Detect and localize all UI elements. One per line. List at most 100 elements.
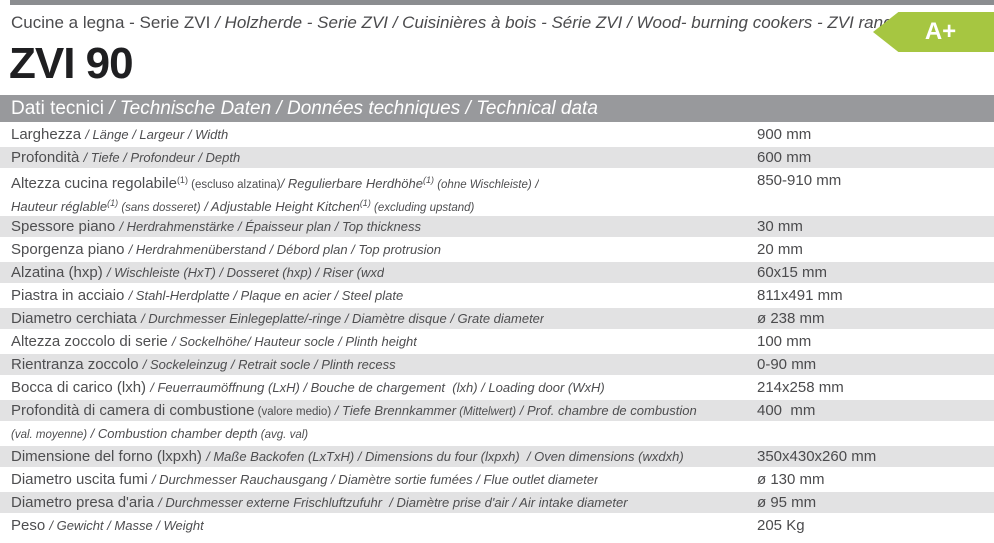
table-row: Profondità di camera di combustione (val…: [0, 400, 994, 421]
row-value: ø 95 mm: [757, 494, 817, 511]
table-row: Piastra in acciaio / Stahl-Herdplatte / …: [0, 285, 994, 306]
row-label-segment: / Adjustable Height Kitchen: [200, 199, 360, 214]
row-value: 350x430x260 mm: [757, 448, 877, 465]
table-row: Altezza zoccolo di serie / Sockelhöhe/ H…: [0, 331, 994, 352]
row-label-segment: (1): [107, 198, 119, 208]
row-label: Rientranza zoccolo / Sockeleinzug / Retr…: [11, 354, 396, 375]
row-label-segment: / Maße Backofen (LxTxH) / Dimensions du …: [206, 449, 684, 464]
table-row: Diametro cerchiata / Durchmesser Einlege…: [0, 308, 994, 329]
table-row: (val. moyenne) / Combustion chamber dept…: [0, 423, 994, 444]
row-label-segment: Profondità: [11, 149, 84, 166]
table-row: Sporgenza piano / Herdrahmenüberstand / …: [0, 239, 994, 260]
row-label-segment: / Prof. chambre de combustion: [516, 403, 697, 418]
row-value: 0-90 mm: [757, 356, 817, 373]
spec-table-body: Larghezza / Länge / Largeur / Width 900 m…: [0, 124, 994, 538]
row-value: 400 mm: [757, 402, 816, 419]
table-row: Bocca di carico (lxh) / Feuerraumöffnung…: [0, 377, 994, 398]
row-label-segment: Alzatina (hxp): [11, 264, 107, 281]
row-label: Profondità di camera di combustione (val…: [11, 400, 697, 423]
row-label-segment: Piastra in acciaio: [11, 287, 129, 304]
row-value: ø 130 mm: [757, 471, 825, 488]
row-value: 205 Kg: [757, 517, 805, 534]
table-row: Spessore piano / Herdrahmenstärke / Épai…: [0, 216, 994, 237]
row-label-segment: Spessore piano: [11, 218, 120, 235]
table-row: Alzatina (hxp) / Wischleiste (HxT) / Dos…: [0, 262, 994, 283]
row-label-segment: / Combustion chamber depth: [87, 426, 258, 441]
row-label: Altezza cucina regolabile(1) (escluso al…: [11, 170, 539, 196]
row-label-segment: / Gewicht / Masse / Weight: [49, 518, 204, 533]
row-label-segment: (escluso alzatina): [187, 179, 281, 191]
row-label-segment: Sporgenza piano: [11, 241, 129, 258]
row-label-segment: Dimensione del forno (lxpxh): [11, 448, 207, 465]
table-row: Peso / Gewicht / Masse / Weight 205 Kg: [0, 515, 994, 536]
series-line-primary: Cucine a legna - Serie ZVI: [11, 13, 216, 32]
row-label-segment: /: [531, 176, 539, 191]
row-label-segment: (val. moyenne): [11, 429, 88, 441]
row-label-segment: / Durchmesser Einlegeplatte/-ringe / Dia…: [141, 311, 545, 326]
table-row: Dimensione del forno (lxpxh) / Maße Back…: [0, 446, 994, 467]
row-label: Profondità / Tiefe / Profondeur / Depth: [11, 147, 240, 168]
row-label-segment: Diametro presa d'aria: [11, 494, 159, 511]
row-label-segment: / Durchmesser externe Frischluftzufuhr /…: [158, 495, 628, 510]
row-label: Diametro presa d'aria / Durchmesser exte…: [11, 492, 628, 513]
row-label-segment: / Herdrahmenstärke / Épaisseur plan / To…: [119, 219, 421, 234]
row-label-segment: (avg. val): [257, 429, 309, 441]
row-label-segment: (sans dosseret): [118, 202, 201, 214]
row-label-segment: / Wischleiste (HxT) / Dosseret (hxp) / R…: [106, 265, 385, 280]
row-value: 811x491 mm: [757, 287, 843, 304]
energy-class-badge: A+: [873, 12, 994, 52]
row-label-segment: / Tiefe Brennkammer: [331, 403, 457, 418]
row-label-segment: / Stahl-Herdplatte / Plaque en acier / S…: [128, 288, 404, 303]
row-label: Hauteur réglable(1) (sans dosseret) / Ad…: [11, 193, 474, 219]
row-label: Diametro uscita fumi / Durchmesser Rauch…: [11, 469, 598, 490]
row-label-segment: (valore medio): [254, 406, 332, 418]
row-value: 600 mm: [757, 149, 812, 166]
row-label-segment: / Regulierbare Herdhöhe: [280, 176, 423, 191]
table-row: Hauteur réglable(1) (sans dosseret) / Ad…: [0, 193, 994, 214]
series-line: Cucine a legna - Serie ZVI / Holzherde -…: [11, 13, 902, 33]
row-label: Sporgenza piano / Herdrahmenüberstand / …: [11, 239, 441, 260]
row-label: Diametro cerchiata / Durchmesser Einlege…: [11, 308, 544, 329]
row-label: Dimensione del forno (lxpxh) / Maße Back…: [11, 446, 684, 467]
row-label-segment: Profondità di camera di combustione: [11, 402, 255, 419]
table-row: Rientranza zoccolo / Sockeleinzug / Retr…: [0, 354, 994, 375]
table-row: Profondità / Tiefe / Profondeur / Depth 6…: [0, 147, 994, 168]
row-value: 900 mm: [757, 126, 812, 143]
row-label-segment: Diametro cerchiata: [11, 310, 142, 327]
row-label: Piastra in acciaio / Stahl-Herdplatte / …: [11, 285, 403, 306]
row-label-segment: (1): [176, 175, 188, 185]
row-label-segment: Peso: [11, 517, 50, 534]
row-label-segment: Altezza cucina regolabile: [11, 175, 177, 192]
row-label-segment: (excluding upstand): [370, 202, 475, 214]
row-label-segment: / Herdrahmenüberstand / Débord plan / To…: [128, 242, 442, 257]
row-value: 60x15 mm: [757, 264, 828, 281]
section-header-bar: Dati tecnici / Technische Daten / Donnée…: [0, 95, 994, 122]
row-value: ø 238 mm: [757, 310, 825, 327]
table-row: Larghezza / Länge / Largeur / Width 900 m…: [0, 124, 994, 145]
page-title: ZVI 90: [9, 39, 134, 88]
top-accent-strip: [10, 0, 994, 5]
series-line-translations: / Holzherde - Serie ZVI / Cuisinières à …: [215, 13, 902, 32]
row-label-segment: Larghezza: [11, 126, 86, 143]
row-value: 20 mm: [757, 241, 803, 258]
row-label-segment: (ohne Wischleiste): [434, 179, 532, 191]
row-label-segment: Rientranza zoccolo: [11, 356, 143, 373]
energy-class-label: A+: [924, 18, 957, 45]
row-label-segment: Bocca di carico (lxh): [11, 379, 151, 396]
row-label-segment: / Länge / Largeur / Width: [85, 127, 229, 142]
row-label-segment: / Sockeleinzug / Retrait socle / Plinth …: [142, 357, 396, 372]
row-label-segment: Diametro uscita fumi: [11, 471, 152, 488]
row-label-segment: / Tiefe / Profondeur / Depth: [83, 150, 241, 165]
row-label-segment: / Feuerraumöffnung (LxH) / Bouche de cha…: [150, 380, 605, 395]
row-label: Alzatina (hxp) / Wischleiste (HxT) / Dos…: [11, 262, 384, 283]
row-label-segment: / Durchmesser Rauchausgang / Diamètre so…: [151, 472, 599, 487]
row-label-segment: Altezza zoccolo di serie: [11, 333, 172, 350]
row-label-segment: / Sockelhöhe/ Hauteur socle / Plinth hei…: [171, 334, 417, 349]
row-label-segment: (1): [359, 198, 371, 208]
section-header-translations: / Technische Daten / Données techniques …: [109, 98, 598, 119]
section-header-primary: Dati tecnici: [11, 98, 110, 119]
row-value: 100 mm: [757, 333, 812, 350]
row-label-segment: (Mittelwert): [456, 406, 517, 418]
row-label: (val. moyenne) / Combustion chamber dept…: [11, 423, 308, 446]
